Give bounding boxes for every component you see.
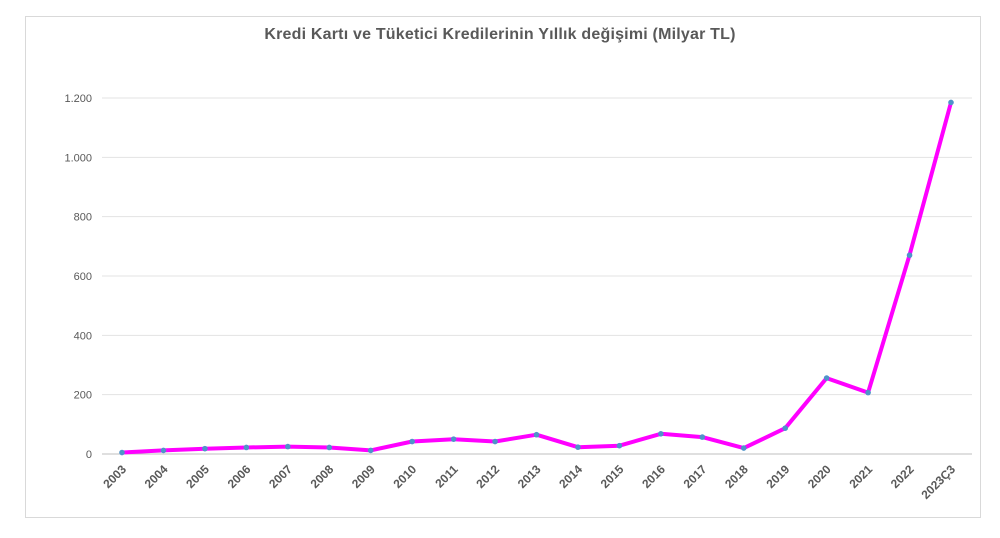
data-point (658, 431, 664, 437)
data-point (865, 389, 871, 396)
x-tick-label: 2009 (349, 462, 378, 491)
x-tick-label: 2005 (183, 462, 212, 491)
data-point (533, 431, 540, 438)
series-line (120, 100, 953, 455)
data-point (948, 99, 954, 106)
x-tick-label: 2018 (722, 462, 751, 491)
data-point (575, 444, 581, 450)
x-tick-label: 2014 (556, 462, 585, 491)
x-tick-label: 2004 (142, 462, 171, 491)
data-point (119, 449, 125, 456)
data-point (326, 444, 333, 451)
y-tick-label: 600 (74, 271, 92, 283)
x-tick-label: 2016 (639, 462, 668, 491)
x-tick-label: 2012 (473, 462, 502, 491)
y-tick-label: 800 (74, 212, 92, 224)
chart-frame (25, 16, 981, 518)
data-point (740, 445, 747, 451)
data-point (492, 438, 498, 445)
x-tick-label: 2013 (515, 462, 544, 491)
x-tick-label: 2023Ç3 (918, 462, 958, 502)
data-point (160, 447, 167, 454)
x-tick-label: 2017 (681, 462, 710, 491)
x-tick-label: 2021 (846, 462, 875, 491)
x-tick-label: 2008 (308, 462, 337, 491)
x-tick-label: 2003 (100, 462, 129, 491)
data-point (202, 445, 208, 452)
data-point (906, 252, 913, 259)
data-point (285, 443, 291, 450)
y-tick-label: 400 (74, 330, 92, 342)
x-tick-label: 2019 (764, 462, 793, 491)
x-tick-label: 2006 (225, 462, 254, 491)
x-tick-label: 2010 (390, 462, 419, 491)
data-point (782, 425, 788, 431)
y-axis-ticks: 0 200 400 600 800 1.000 1.200 (64, 93, 92, 461)
data-point (409, 438, 415, 445)
x-axis-ticks: 2003 2004 2005 2006 2007 2008 2009 2010 2011 2012… (100, 462, 958, 502)
grid-lines (102, 97, 972, 455)
data-point (367, 447, 374, 454)
x-tick-label: 2007 (266, 462, 295, 491)
chart-title: Kredi Kartı ve Tüketici Kredilerinin Yıl… (264, 26, 736, 43)
y-tick-label: 1.200 (64, 93, 92, 105)
y-tick-label: 0 (86, 449, 92, 461)
data-point (823, 375, 830, 381)
series-layer (119, 99, 954, 456)
data-point (616, 442, 623, 449)
x-tick-label: 2022 (888, 462, 917, 491)
x-tick-label: 2020 (805, 462, 834, 491)
x-tick-label: 2011 (432, 462, 461, 491)
y-tick-label: 200 (74, 390, 92, 402)
data-point (243, 444, 250, 451)
y-tick-label: 1.000 (64, 152, 92, 164)
data-point (450, 436, 457, 442)
x-tick-label: 2015 (598, 462, 627, 491)
data-point (699, 434, 706, 440)
